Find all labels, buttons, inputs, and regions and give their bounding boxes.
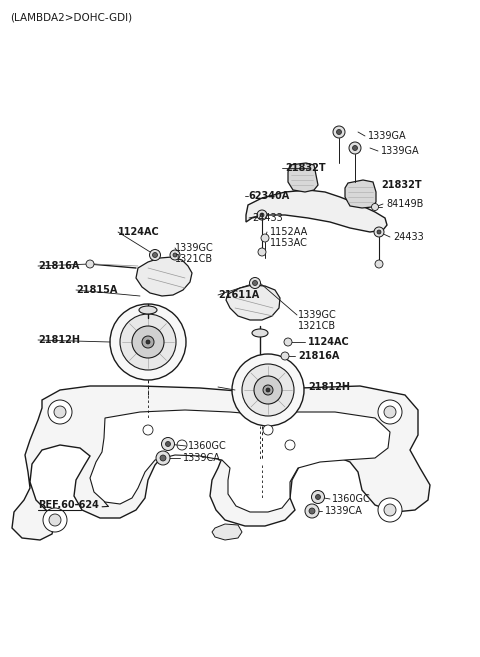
Circle shape: [285, 440, 295, 450]
Circle shape: [146, 340, 150, 344]
Text: 1152AA: 1152AA: [270, 227, 308, 237]
Text: REF.60-624: REF.60-624: [38, 500, 99, 510]
Circle shape: [49, 514, 61, 526]
Circle shape: [170, 250, 180, 260]
Circle shape: [161, 438, 175, 451]
Circle shape: [266, 388, 270, 392]
Circle shape: [132, 326, 164, 358]
Circle shape: [43, 508, 67, 532]
Circle shape: [384, 504, 396, 516]
Text: (LAMBDA2>DOHC-GDI): (LAMBDA2>DOHC-GDI): [10, 13, 132, 23]
Circle shape: [378, 498, 402, 522]
Polygon shape: [90, 410, 390, 512]
Text: 24433: 24433: [252, 213, 283, 223]
Circle shape: [48, 400, 72, 424]
Circle shape: [110, 304, 186, 380]
Circle shape: [349, 142, 361, 154]
Ellipse shape: [139, 306, 157, 314]
Circle shape: [333, 126, 345, 138]
Polygon shape: [345, 180, 376, 208]
Text: 84149B: 84149B: [386, 199, 423, 209]
Circle shape: [261, 234, 269, 242]
Circle shape: [281, 352, 289, 360]
Text: 24433: 24433: [393, 232, 424, 242]
Polygon shape: [288, 163, 318, 192]
Text: 1339GC: 1339GC: [175, 243, 214, 253]
Text: 21812H: 21812H: [308, 382, 350, 392]
Ellipse shape: [252, 329, 268, 337]
Text: 1339CA: 1339CA: [325, 506, 363, 516]
Text: 1339GA: 1339GA: [381, 146, 420, 156]
Circle shape: [160, 455, 166, 461]
Text: 21816A: 21816A: [38, 261, 79, 271]
Circle shape: [336, 129, 341, 135]
Text: 1321CB: 1321CB: [175, 254, 213, 264]
Circle shape: [312, 491, 324, 503]
Polygon shape: [246, 190, 387, 232]
Text: 1153AC: 1153AC: [270, 238, 308, 248]
Circle shape: [252, 281, 257, 286]
Text: 21815A: 21815A: [76, 285, 118, 295]
Text: 1360GC: 1360GC: [332, 494, 371, 504]
Circle shape: [378, 400, 402, 424]
Circle shape: [305, 504, 319, 518]
Polygon shape: [136, 257, 192, 296]
Text: 21832T: 21832T: [381, 180, 421, 190]
Text: 21816A: 21816A: [298, 351, 339, 361]
Circle shape: [309, 508, 315, 514]
Circle shape: [232, 354, 304, 426]
Polygon shape: [212, 524, 242, 540]
Circle shape: [315, 495, 321, 499]
Text: 21812H: 21812H: [38, 335, 80, 345]
Circle shape: [143, 425, 153, 435]
Text: 1321CB: 1321CB: [298, 321, 336, 331]
Circle shape: [352, 145, 358, 150]
Circle shape: [166, 442, 170, 447]
Text: 21832T: 21832T: [285, 163, 325, 173]
Text: 21611A: 21611A: [218, 290, 259, 300]
Text: 62340A: 62340A: [248, 191, 289, 201]
Circle shape: [263, 385, 273, 395]
Circle shape: [254, 376, 282, 404]
Polygon shape: [226, 285, 280, 320]
Text: 1124AC: 1124AC: [118, 227, 160, 237]
Circle shape: [153, 252, 157, 258]
Circle shape: [173, 253, 177, 257]
Circle shape: [258, 248, 266, 256]
Text: 1360GC: 1360GC: [188, 441, 227, 451]
Circle shape: [372, 204, 379, 210]
Text: 1339GA: 1339GA: [368, 131, 407, 141]
Circle shape: [177, 440, 187, 450]
Circle shape: [257, 210, 267, 220]
Text: 1339GC: 1339GC: [298, 310, 337, 320]
Circle shape: [284, 338, 292, 346]
Text: 1124AC: 1124AC: [308, 337, 350, 347]
Circle shape: [149, 250, 160, 260]
Circle shape: [384, 406, 396, 418]
Circle shape: [120, 314, 176, 370]
Polygon shape: [12, 386, 430, 540]
Text: 1339CA: 1339CA: [183, 453, 221, 463]
Circle shape: [242, 364, 294, 416]
Circle shape: [377, 230, 381, 234]
Circle shape: [375, 260, 383, 268]
Circle shape: [260, 213, 264, 217]
Circle shape: [374, 227, 384, 237]
Circle shape: [142, 336, 154, 348]
Circle shape: [263, 425, 273, 435]
Circle shape: [54, 406, 66, 418]
Circle shape: [156, 451, 170, 465]
Circle shape: [250, 277, 261, 288]
Circle shape: [86, 260, 94, 268]
